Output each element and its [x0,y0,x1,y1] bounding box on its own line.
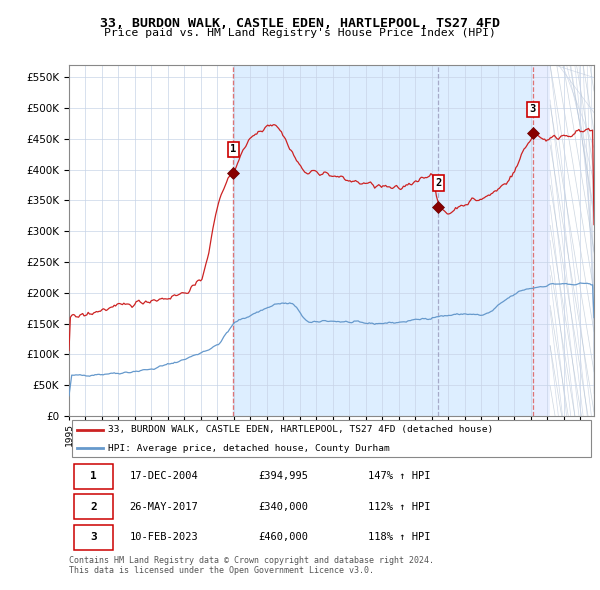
Text: 2: 2 [90,502,97,512]
Bar [533,65,550,416]
FancyBboxPatch shape [74,464,113,489]
Text: 33, BURDON WALK, CASTLE EDEN, HARTLEPOOL, TS27 4FD: 33, BURDON WALK, CASTLE EDEN, HARTLEPOOL… [100,17,500,30]
Bar [233,65,439,416]
Bar [439,65,533,416]
Text: 147% ↑ HPI: 147% ↑ HPI [368,471,431,481]
Text: 3: 3 [90,532,97,542]
Text: 1: 1 [230,144,236,154]
Bar [550,65,594,416]
Text: £340,000: £340,000 [258,502,308,512]
Text: 118% ↑ HPI: 118% ↑ HPI [368,532,431,542]
Text: £460,000: £460,000 [258,532,308,542]
FancyBboxPatch shape [74,494,113,519]
Text: Contains HM Land Registry data © Crown copyright and database right 2024.
This d: Contains HM Land Registry data © Crown c… [69,556,434,575]
Text: £394,995: £394,995 [258,471,308,481]
Text: 3: 3 [530,104,536,114]
FancyBboxPatch shape [74,525,113,550]
Text: 2: 2 [436,178,442,188]
Text: 10-FEB-2023: 10-FEB-2023 [130,532,198,542]
Text: 1: 1 [90,471,97,481]
Text: 26-MAY-2017: 26-MAY-2017 [130,502,198,512]
Text: Price paid vs. HM Land Registry's House Price Index (HPI): Price paid vs. HM Land Registry's House … [104,28,496,38]
Text: 33, BURDON WALK, CASTLE EDEN, HARTLEPOOL, TS27 4FD (detached house): 33, BURDON WALK, CASTLE EDEN, HARTLEPOOL… [109,425,494,434]
Text: 17-DEC-2004: 17-DEC-2004 [130,471,198,481]
Text: HPI: Average price, detached house, County Durham: HPI: Average price, detached house, Coun… [109,444,390,453]
Text: 112% ↑ HPI: 112% ↑ HPI [368,502,431,512]
FancyBboxPatch shape [71,420,592,457]
